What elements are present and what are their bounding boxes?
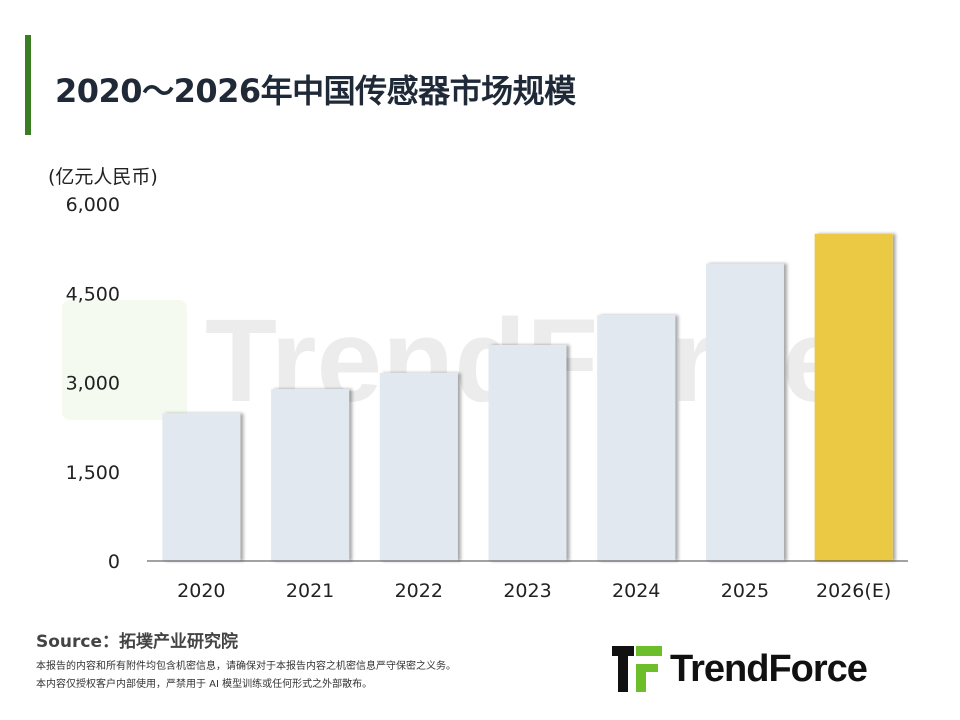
y-tick-label: 6,000 (66, 194, 120, 216)
source-label: Source：拓墣产业研究院 (36, 632, 239, 652)
trendforce-logo-text: TrendForce (670, 647, 868, 690)
bar-2020 (162, 413, 241, 561)
x-tick-label: 2026(E) (816, 580, 891, 602)
trendforce-logo-mark (612, 646, 662, 692)
confidentiality-note-2: 本内容仅授权客户内部使用，严禁用于 AI 模型训练或任何形式之外部散布。 (36, 679, 373, 690)
x-tick-label: 2021 (286, 580, 334, 602)
page-title: 2020～2026年中国传感器市场规模 (55, 72, 576, 110)
bar-2021 (271, 389, 350, 561)
y-tick-label: 1,500 (66, 462, 120, 484)
x-tick-label: 2022 (395, 580, 443, 602)
bar-2026(E) (814, 233, 893, 561)
trendforce-logo: TrendForce (612, 646, 868, 692)
x-tick-label: 2020 (177, 580, 225, 602)
x-tick-label: 2025 (721, 580, 769, 602)
watermark-logo-mark (62, 300, 187, 420)
x-tick-label: 2024 (612, 580, 660, 602)
bar-2024 (597, 315, 676, 561)
y-tick-label: 3,000 (66, 373, 120, 395)
bar-2023 (488, 345, 567, 561)
title-accent-bar (25, 35, 31, 135)
x-tick-label: 2023 (503, 580, 551, 602)
bar-2025 (705, 263, 784, 561)
y-tick-label: 4,500 (66, 283, 120, 305)
confidentiality-note-1: 本报告的内容和所有附件均包含机密信息，请确保对于本报告内容之机密信息严守保密之义… (36, 661, 456, 672)
y-tick-label: 0 (108, 551, 120, 573)
y-axis-unit-label: (亿元人民币) (48, 166, 158, 188)
bar-2022 (379, 372, 458, 561)
